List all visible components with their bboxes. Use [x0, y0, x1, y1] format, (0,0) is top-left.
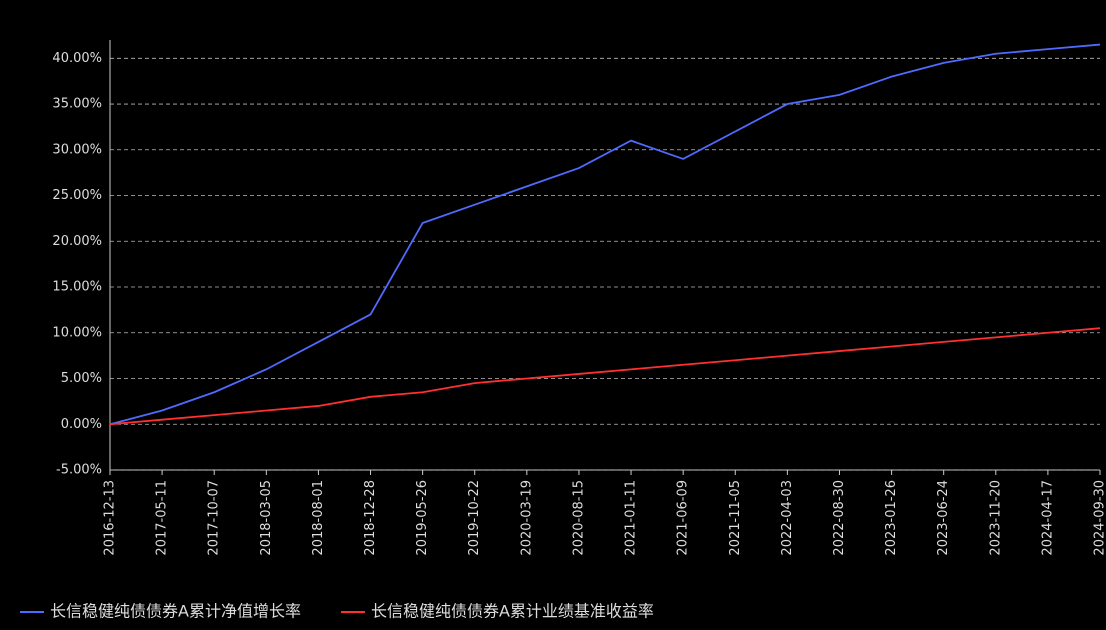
y-tick-label: 35.00% [52, 97, 102, 112]
y-tick-label: 0.00% [61, 417, 102, 432]
x-tick-label: 2020-03-19 [519, 480, 534, 556]
x-tick-label: 2024-09-30 [1093, 480, 1106, 556]
x-tick-label: 2021-01-11 [624, 480, 639, 556]
x-tick-label: 2023-11-20 [988, 480, 1003, 556]
y-tick-label: 10.00% [52, 325, 102, 340]
x-tick-label: 2017-05-11 [155, 480, 170, 556]
x-tick-label: 2017-10-07 [207, 480, 222, 556]
x-tick-label: 2022-04-03 [780, 480, 795, 556]
y-tick-label: 30.00% [52, 142, 102, 157]
x-tick-label: 2023-06-24 [936, 480, 951, 556]
x-tick-label: 2020-08-15 [571, 480, 586, 556]
series-line [109, 327, 1101, 426]
y-tick-label: 5.00% [61, 371, 102, 386]
x-tick-label: 2018-03-05 [259, 480, 274, 556]
x-tick-label: 2019-05-26 [415, 480, 430, 556]
series-line [109, 43, 1101, 426]
y-tick-label: 15.00% [52, 280, 102, 295]
y-tick-label: 25.00% [52, 188, 102, 203]
y-tick-label: 20.00% [52, 234, 102, 249]
x-tick-label: 2018-08-01 [311, 480, 326, 556]
x-tick-label: 2021-11-05 [728, 480, 743, 556]
x-tick-label: 2024-04-17 [1040, 480, 1055, 556]
y-tick-label: -5.00% [56, 463, 102, 478]
x-tick-label: 2021-06-09 [676, 480, 691, 556]
x-tick-label: 2023-01-26 [884, 480, 899, 556]
x-tick-label: 2018-12-28 [363, 480, 378, 556]
x-tick-label: 2022-08-30 [832, 480, 847, 556]
x-tick-label: 2016-12-13 [103, 480, 118, 556]
legend-label: 长信稳健纯债债券A累计业绩基准收益率 [371, 602, 654, 621]
legend-label: 长信稳健纯债债券A累计净值增长率 [50, 602, 301, 621]
y-tick-label: 40.00% [52, 51, 102, 66]
x-tick-label: 2019-10-22 [467, 480, 482, 556]
